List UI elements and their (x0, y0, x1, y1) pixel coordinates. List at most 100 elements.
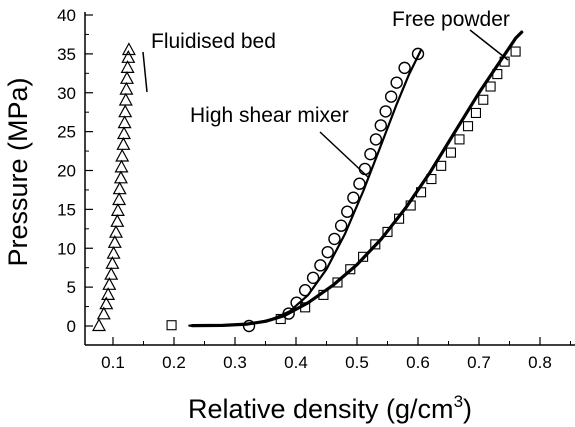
point-free-powder (166, 320, 177, 331)
point-fluidised-bed (116, 126, 132, 140)
point-high-shear-mixer (364, 147, 377, 161)
point-high-shear-mixer (334, 219, 348, 232)
point-fluidised-bed (120, 60, 135, 74)
x-tick-label: 0.7 (467, 353, 491, 372)
point-high-shear-mixer (374, 119, 387, 132)
leader-high-shear-mixer (319, 131, 369, 178)
point-fluidised-bed (112, 181, 127, 195)
annotation-free-powder: Free powder (392, 8, 510, 31)
point-fluidised-bed (107, 235, 122, 248)
annotation-high-shear-mixer: High shear mixer (190, 104, 349, 127)
point-high-shear-mixer (398, 61, 411, 75)
y-axis-ticks: 0 5 10 15 20 25 30 35 40 (57, 6, 93, 336)
x-tick-label: 0.2 (162, 353, 186, 372)
y-tick-label: 15 (57, 200, 76, 219)
y-tick-label: 40 (57, 6, 76, 25)
point-fluidised-bed (105, 256, 120, 269)
point-high-shear-mixer (341, 205, 354, 218)
point-free-powder (405, 200, 416, 211)
point-fluidised-bed (110, 203, 125, 216)
point-high-shear-mixer (242, 319, 256, 333)
point-free-powder (492, 69, 503, 80)
axes-frame (84, 12, 575, 346)
leader-free-powder (469, 29, 509, 61)
x-tick-label: 0.5 (345, 353, 369, 372)
point-high-shear-mixer (358, 162, 372, 176)
x-axis-title-superscript: 3 (454, 392, 463, 411)
point-fluidised-bed (116, 137, 131, 150)
point-free-powder (358, 251, 369, 262)
point-high-shear-mixer (347, 191, 360, 204)
x-tick-label: 0.3 (223, 353, 247, 372)
point-fluidised-bed (110, 214, 125, 227)
point-fluidised-bed (102, 277, 117, 290)
point-free-powder (370, 239, 381, 250)
point-fluidised-bed (118, 92, 133, 106)
y-tick-label: 30 (57, 84, 76, 103)
point-high-shear-mixer (411, 47, 425, 61)
point-fluidised-bed (119, 71, 135, 84)
point-fluidised-bed (117, 115, 132, 129)
point-fluidised-bed (118, 104, 133, 118)
x-tick-label: 0.6 (406, 353, 430, 372)
point-free-powder (394, 213, 405, 224)
point-fluidised-bed (108, 224, 124, 238)
point-high-shear-mixer (369, 133, 383, 146)
point-high-shear-mixer (314, 259, 327, 272)
point-free-powder (470, 107, 482, 119)
point-free-powder (436, 160, 447, 171)
point-fluidised-bed (101, 287, 116, 300)
point-free-powder (478, 94, 489, 105)
point-fluidised-bed (119, 81, 134, 95)
y-tick-label: 10 (57, 239, 76, 258)
point-high-shear-mixer (390, 76, 403, 89)
y-tick-label: 5 (67, 278, 76, 297)
point-fluidised-bed (121, 50, 136, 63)
point-free-powder (275, 313, 286, 325)
point-fluidised-bed (99, 296, 114, 310)
point-high-shear-mixer (298, 284, 312, 297)
point-free-powder (300, 302, 311, 313)
point-fluidised-bed (104, 266, 119, 280)
x-axis-title-close: ) (463, 394, 472, 424)
annotation-fluidised-bed: Fluidised bed (151, 30, 276, 53)
point-high-shear-mixer (384, 90, 398, 103)
point-high-shear-mixer (379, 105, 392, 118)
point-free-powder (445, 147, 456, 158)
point-fluidised-bed (96, 306, 111, 320)
y-tick-label: 20 (57, 162, 76, 181)
point-fluidised-bed (121, 42, 136, 56)
point-fluidised-bed (114, 159, 129, 173)
point-fluidised-bed (115, 148, 130, 162)
x-axis-ticks: 0.1 0.2 0.3 0.4 0.5 0.6 0.7 0.8 (101, 337, 571, 372)
point-free-powder (510, 46, 521, 57)
point-free-powder (454, 134, 465, 145)
x-tick-label: 0.8 (528, 353, 552, 372)
x-axis-title: Relative density (g/cm3) (188, 392, 472, 424)
y-axis-title: Pressure (MPa) (3, 77, 33, 266)
point-free-powder (332, 277, 343, 288)
data-markers (91, 42, 521, 333)
point-high-shear-mixer (353, 177, 366, 190)
point-fluidised-bed (106, 245, 121, 259)
point-free-powder (345, 264, 356, 275)
point-free-powder (485, 81, 496, 92)
point-high-shear-mixer (306, 271, 320, 284)
annotation-leaders (142, 29, 509, 178)
point-high-shear-mixer (321, 245, 334, 259)
point-free-powder (382, 226, 393, 237)
point-free-powder (426, 174, 437, 185)
point-fluidised-bed (91, 318, 107, 332)
point-free-powder (318, 289, 329, 300)
point-fluidised-bed (112, 192, 127, 206)
fit-lines (188, 30, 524, 328)
fit-line-free-powder (190, 30, 524, 328)
point-fluidised-bed (113, 170, 128, 184)
point-high-shear-mixer (328, 232, 341, 246)
x-tick-label: 0.4 (284, 353, 308, 372)
point-free-powder (415, 187, 427, 198)
y-tick-label: 25 (57, 123, 76, 142)
point-high-shear-mixer (282, 307, 295, 320)
x-tick-label: 0.1 (101, 353, 125, 372)
